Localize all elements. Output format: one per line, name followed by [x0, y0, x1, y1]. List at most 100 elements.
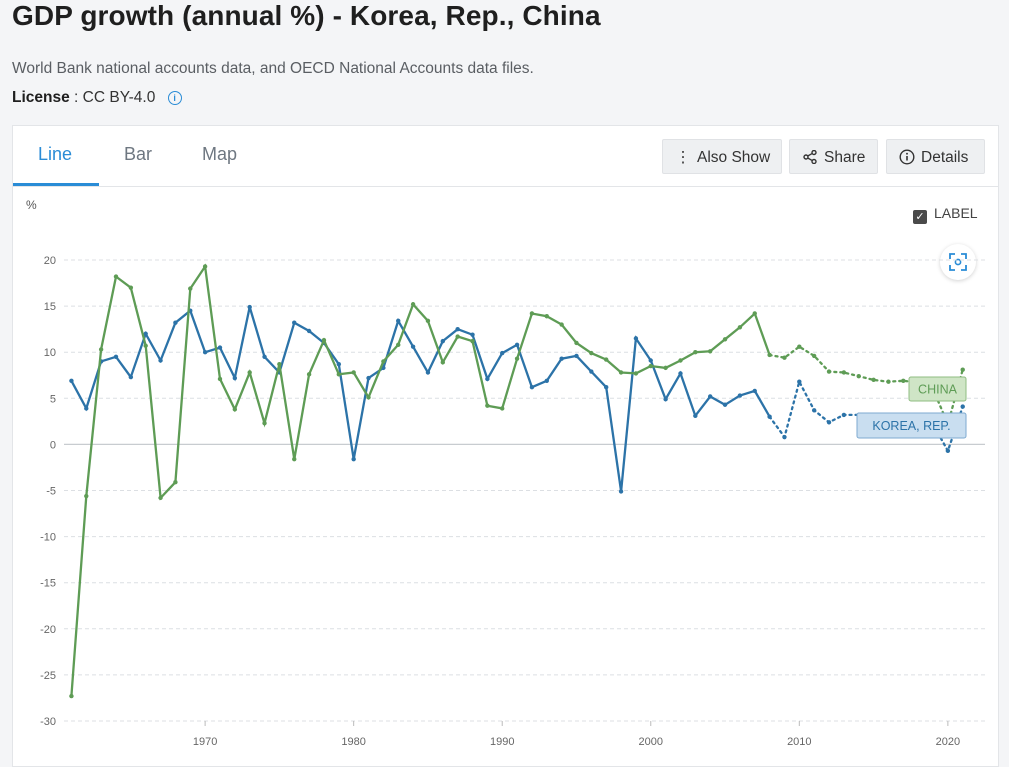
data-point[interactable]: [69, 693, 74, 699]
data-point[interactable]: [321, 338, 327, 343]
data-point[interactable]: [589, 369, 594, 374]
data-point[interactable]: [797, 344, 802, 349]
data-point[interactable]: [707, 349, 713, 354]
data-point[interactable]: [143, 343, 148, 348]
data-point[interactable]: [69, 378, 74, 383]
data-point[interactable]: [945, 448, 951, 454]
data-point[interactable]: [663, 365, 668, 371]
data-point[interactable]: [559, 322, 564, 327]
data-point[interactable]: [797, 379, 802, 384]
data-point[interactable]: [589, 350, 594, 356]
data-point[interactable]: [960, 404, 965, 409]
data-point[interactable]: [604, 385, 609, 390]
data-point[interactable]: [722, 337, 728, 342]
data-point[interactable]: [633, 336, 639, 341]
data-point[interactable]: [188, 286, 193, 291]
also-show-button[interactable]: ⋮ Also Show: [662, 139, 782, 174]
data-point[interactable]: [217, 345, 223, 350]
data-point[interactable]: [292, 320, 297, 325]
data-point[interactable]: [633, 371, 639, 376]
data-point[interactable]: [247, 304, 252, 310]
data-point[interactable]: [410, 302, 416, 307]
data-point[interactable]: [247, 370, 252, 375]
data-point[interactable]: [648, 363, 653, 369]
data-point[interactable]: [811, 408, 817, 413]
data-point[interactable]: [217, 376, 223, 382]
data-point[interactable]: [529, 385, 535, 390]
tab-line[interactable]: Line: [38, 144, 73, 164]
data-point[interactable]: [752, 311, 757, 316]
details-button[interactable]: Details: [886, 139, 985, 174]
data-point[interactable]: [826, 420, 832, 425]
data-point[interactable]: [470, 332, 475, 337]
data-point[interactable]: [366, 375, 371, 381]
data-point[interactable]: [678, 358, 683, 363]
data-point[interactable]: [618, 489, 624, 494]
info-icon[interactable]: i: [167, 91, 182, 105]
data-point[interactable]: [440, 360, 445, 365]
data-point[interactable]: [782, 434, 787, 440]
data-point[interactable]: [648, 358, 653, 363]
data-point[interactable]: [396, 342, 401, 348]
data-point[interactable]: [514, 342, 520, 348]
data-point[interactable]: [811, 353, 817, 359]
data-point[interactable]: [277, 361, 282, 367]
data-point[interactable]: [98, 347, 104, 352]
data-point[interactable]: [410, 344, 416, 349]
data-point[interactable]: [173, 480, 178, 485]
data-point[interactable]: [202, 264, 208, 269]
data-point[interactable]: [722, 402, 728, 407]
data-point[interactable]: [381, 359, 386, 364]
data-point[interactable]: [128, 374, 134, 380]
data-point[interactable]: [841, 370, 847, 375]
share-button[interactable]: Share: [789, 139, 878, 174]
zoom-fit-button[interactable]: [940, 244, 976, 280]
data-point[interactable]: [871, 377, 876, 383]
data-point[interactable]: [113, 354, 119, 360]
data-point[interactable]: [782, 355, 787, 360]
data-point[interactable]: [262, 354, 267, 360]
data-point[interactable]: [425, 370, 431, 375]
data-point[interactable]: [618, 370, 624, 375]
data-point[interactable]: [841, 412, 847, 418]
data-point[interactable]: [500, 350, 505, 356]
data-point[interactable]: [84, 406, 89, 411]
data-point[interactable]: [693, 350, 698, 355]
data-point[interactable]: [767, 414, 772, 419]
data-point[interactable]: [574, 353, 579, 359]
data-point[interactable]: [737, 325, 743, 330]
data-point[interactable]: [425, 318, 431, 324]
data-point[interactable]: [826, 369, 832, 374]
data-point[interactable]: [767, 352, 772, 358]
data-point[interactable]: [158, 358, 163, 363]
data-point[interactable]: [604, 357, 609, 362]
data-point[interactable]: [500, 406, 505, 411]
data-point[interactable]: [202, 350, 208, 355]
tab-bar-chart[interactable]: Bar: [124, 144, 153, 164]
data-point[interactable]: [232, 375, 238, 381]
data-point[interactable]: [440, 338, 445, 344]
data-point[interactable]: [262, 420, 267, 426]
checkbox-icon[interactable]: ✓: [913, 210, 927, 224]
data-point[interactable]: [128, 285, 134, 290]
data-point[interactable]: [544, 378, 549, 383]
data-point[interactable]: [173, 320, 178, 325]
data-point[interactable]: [544, 314, 549, 319]
data-point[interactable]: [514, 356, 520, 361]
data-point[interactable]: [292, 456, 297, 462]
data-point[interactable]: [752, 388, 757, 394]
data-point[interactable]: [455, 334, 460, 339]
data-point[interactable]: [366, 395, 371, 400]
data-point[interactable]: [84, 493, 89, 499]
data-point[interactable]: [693, 413, 698, 419]
data-point[interactable]: [529, 311, 535, 316]
data-point[interactable]: [470, 338, 475, 344]
label-toggle[interactable]: ✓ LABEL: [913, 205, 978, 224]
data-point[interactable]: [856, 373, 861, 379]
data-point[interactable]: [306, 372, 312, 377]
tab-map[interactable]: Map: [202, 144, 238, 164]
data-point[interactable]: [158, 495, 163, 501]
data-point[interactable]: [396, 318, 401, 324]
data-point[interactable]: [678, 371, 683, 376]
data-point[interactable]: [336, 372, 342, 377]
